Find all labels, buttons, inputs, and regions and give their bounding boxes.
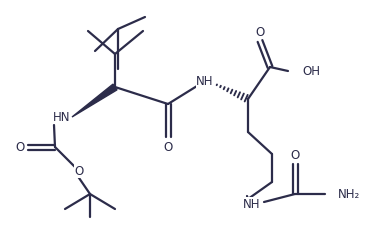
Text: O: O [163, 141, 173, 154]
Text: OH: OH [302, 65, 320, 78]
Text: NH₂: NH₂ [338, 188, 360, 201]
Text: O: O [15, 141, 25, 154]
Text: NH: NH [243, 198, 261, 211]
Text: O: O [74, 165, 84, 178]
Text: O: O [290, 149, 300, 162]
Polygon shape [72, 85, 117, 117]
Text: HN: HN [53, 111, 71, 124]
Text: NH: NH [196, 75, 214, 88]
Text: O: O [256, 26, 265, 39]
